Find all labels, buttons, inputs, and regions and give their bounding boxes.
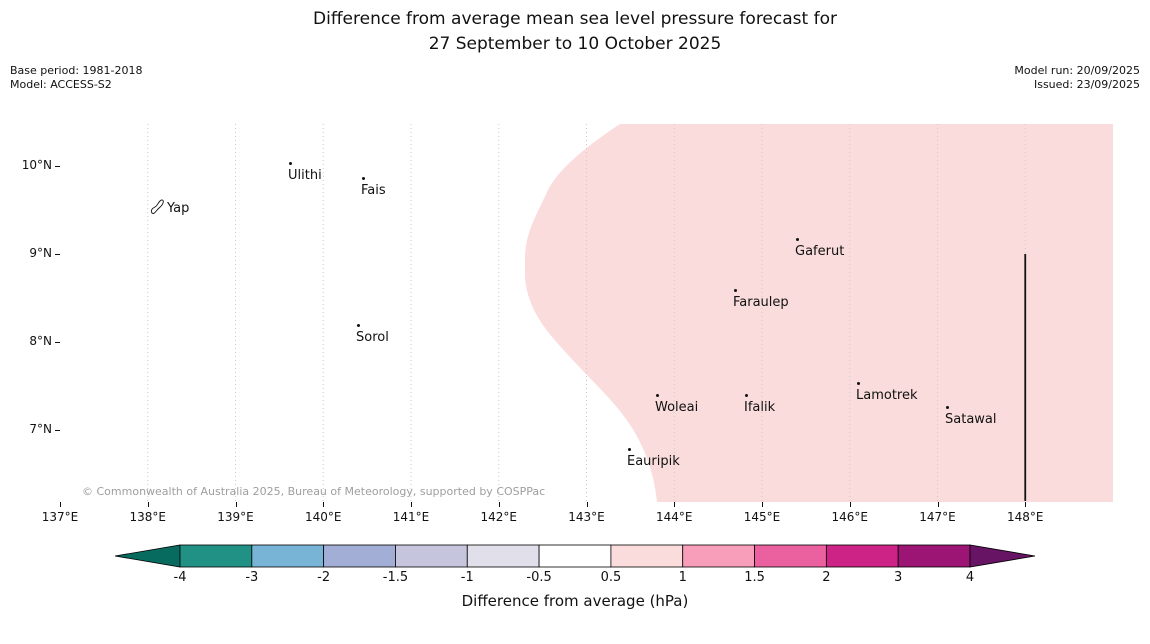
x-tick-label: 142°E: [480, 510, 518, 524]
y-tick-mark: [55, 342, 60, 343]
x-tick-mark: [323, 502, 325, 507]
x-tick-label: 143°E: [568, 510, 605, 524]
x-tick-label: 138°E: [129, 510, 167, 524]
x-tick-label: 148°E: [1007, 510, 1044, 524]
colorbar-tick-label: 4: [965, 570, 975, 585]
colorbar-tick-label: -0.5: [526, 570, 552, 585]
x-tick-label: 141°E: [392, 510, 430, 524]
place-label-yap: Yap: [167, 201, 190, 216]
place-label-faraulep: Faraulep: [733, 295, 789, 310]
place-label-satawal: Satawal: [945, 412, 997, 427]
place-label-eauripik: Eauripik: [627, 454, 680, 469]
x-tick-label: 147°E: [919, 510, 956, 524]
map-canvas: [147, 124, 1113, 502]
x-tick-label: 146°E: [831, 510, 869, 524]
x-tick-mark: [147, 502, 149, 507]
x-tick-label: 137°E: [41, 510, 79, 524]
model-run-text: Model run: 20/09/2025: [1014, 64, 1140, 77]
colorbar-segment: [610, 544, 684, 568]
base-period-text: Base period: 1981-2018: [10, 64, 143, 77]
x-tick-mark: [498, 502, 500, 507]
colorbar-tick-label: 2: [822, 570, 831, 585]
y-tick-mark: [55, 430, 60, 431]
colorbar-segment: [538, 544, 612, 568]
place-marker-dot-sorol: [357, 324, 360, 327]
x-tick-mark: [60, 502, 61, 507]
map-plot-area: Yap Ulithi Fais Sorol Gaferut Faraulep Woleai I…: [60, 124, 1113, 502]
colorbar: [114, 544, 1036, 568]
place-label-fais: Fais: [361, 183, 386, 198]
place-label-gaferut: Gaferut: [795, 244, 845, 259]
colorbar-tick-label: 1.5: [744, 570, 765, 585]
copyright-text: © Commonwealth of Australia 2025, Bureau…: [82, 485, 546, 498]
place-marker-dot-faraulep: [734, 289, 737, 292]
place-marker-dot-woleai: [656, 394, 659, 397]
place-marker-dot-gaferut: [796, 238, 799, 241]
x-tick-mark: [762, 502, 763, 507]
colorbar-segment: [682, 544, 755, 568]
y-tick-label: 7°N: [29, 422, 52, 436]
place-label-woleai: Woleai: [655, 400, 699, 415]
title-line-1: Difference from average mean sea level p…: [313, 9, 837, 29]
x-tick-mark: [1025, 502, 1027, 507]
colorbar-segment: [395, 544, 468, 568]
colorbar-segment: [754, 544, 827, 568]
colorbar-tick-label: -3: [245, 570, 259, 585]
place-label-ifalik: Ifalik: [744, 400, 776, 415]
positive-anomaly-region: [525, 124, 1113, 502]
colorbar-tick-label: -1: [460, 570, 474, 585]
place-marker-dot-satawal: [946, 406, 949, 409]
y-tick-label: 9°N: [29, 246, 52, 260]
colorbar-tick-label: -2: [317, 570, 331, 585]
place-label-lamotrek: Lamotrek: [856, 388, 918, 403]
x-tick-label: 140°E: [305, 510, 342, 524]
place-marker-dot-ulithi: [289, 162, 292, 165]
island-outline-icon: [150, 199, 164, 214]
colorbar-segment: [179, 544, 253, 568]
colorbar-tick-label: 0.5: [600, 570, 622, 585]
x-tick-mark: [235, 502, 237, 507]
place-label-sorol: Sorol: [356, 330, 389, 345]
place-label-ulithi: Ulithi: [288, 168, 322, 183]
x-tick-mark: [674, 502, 676, 507]
place-marker-dot-fais: [362, 177, 365, 180]
colorbar-right-arrow: [969, 544, 1036, 568]
colorbar-segment: [897, 544, 971, 568]
x-tick-label: 144°E: [656, 510, 693, 524]
colorbar-left-arrow: [114, 544, 181, 568]
colorbar-segment: [251, 544, 325, 568]
colorbar-axis-label: Difference from average (hPa): [461, 592, 689, 610]
title-line-2: 27 September to 10 October 2025: [428, 34, 722, 54]
place-labels-layer: Yap Ulithi Fais Sorol Gaferut Faraulep Woleai I…: [60, 124, 1113, 502]
colorbar-tick-label: 3: [894, 570, 903, 585]
colorbar-segment: [825, 544, 899, 568]
x-tick-label: 139°E: [217, 510, 254, 524]
y-tick-mark: [55, 166, 60, 167]
y-tick-label: 10°N: [21, 158, 52, 172]
run-metadata-left: Base period: 1981-2018 Model: ACCESS-S2: [10, 64, 142, 91]
colorbar-tick-label: -1.5: [382, 570, 409, 585]
island-outline-path: [150, 199, 164, 214]
x-tick-mark: [849, 502, 851, 507]
page-title: Difference from average mean sea level p…: [0, 7, 1150, 57]
x-tick-label: 145°E: [743, 510, 781, 524]
colorbar-tick-label: 1: [678, 570, 687, 585]
x-tick-mark: [411, 502, 412, 507]
place-marker-dot-eauripik: [628, 448, 631, 451]
colorbar-segment: [323, 544, 396, 568]
x-tick-mark: [586, 502, 588, 507]
y-tick-mark: [55, 254, 60, 255]
run-metadata-right: Model run: 20/09/2025 Issued: 23/09/2025: [1014, 64, 1140, 91]
colorbar-tick-label: -4: [173, 570, 187, 585]
place-marker-dot-ifalik: [745, 394, 748, 397]
place-marker-dot-lamotrek: [857, 382, 860, 385]
x-tick-mark: [937, 502, 939, 507]
colorbar-segment: [466, 544, 540, 568]
model-text: Model: ACCESS-S2: [10, 77, 112, 91]
y-tick-label: 8°N: [29, 334, 52, 348]
issued-text: Issued: 23/09/2025: [1033, 77, 1140, 91]
